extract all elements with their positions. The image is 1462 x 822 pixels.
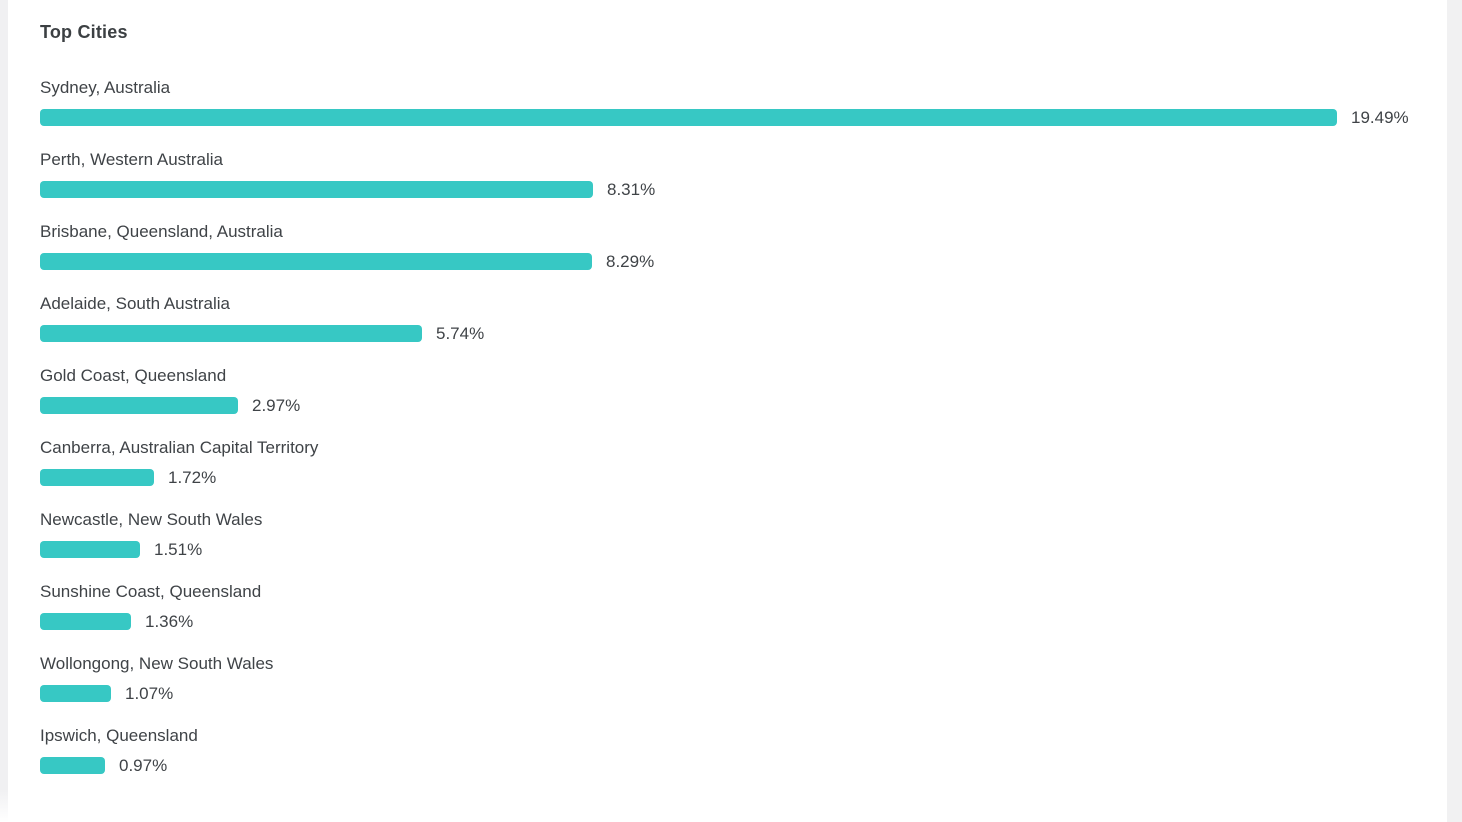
city-bar [40, 253, 592, 270]
city-row: Sydney, Australia 19.49% [40, 78, 1430, 126]
city-label: Wollongong, New South Wales [40, 654, 274, 673]
city-value-label: 8.29% [606, 252, 655, 271]
city-bar [40, 397, 238, 414]
city-row: Newcastle, New South Wales 1.51% [40, 510, 1430, 558]
city-bar [40, 541, 140, 558]
city-bar [40, 757, 105, 774]
city-bar [40, 469, 154, 486]
bar-line: 8.29% [40, 253, 1430, 270]
city-bar [40, 613, 131, 630]
bar-line: 5.74% [40, 325, 1430, 342]
page-edge-left [0, 0, 8, 822]
city-value-label: 1.36% [145, 612, 194, 631]
bar-line: 0.97% [40, 757, 1430, 774]
bar-line: 1.07% [40, 685, 1430, 702]
city-row: Wollongong, New South Wales 1.07% [40, 654, 1430, 702]
city-row: Brisbane, Queensland, Australia 8.29% [40, 222, 1430, 270]
city-label: Sunshine Coast, Queensland [40, 582, 262, 601]
city-row: Ipswich, Queensland 0.97% [40, 726, 1430, 774]
bar-line: 2.97% [40, 397, 1430, 414]
city-row: Canberra, Australian Capital Territory 1.… [40, 438, 1430, 486]
top-cities-card: Top Cities Sydney, Australia 19.49% Perth,… [40, 22, 1430, 798]
bar-line: 1.72% [40, 469, 1430, 486]
page-edge-right [1447, 0, 1462, 822]
city-row: Adelaide, South Australia 5.74% [40, 294, 1430, 342]
card-title: Top Cities [40, 22, 128, 42]
city-label: Sydney, Australia [40, 78, 171, 97]
bar-line: 1.36% [40, 613, 1430, 630]
city-label: Canberra, Australian Capital Territory [40, 438, 319, 457]
city-value-label: 1.07% [125, 684, 174, 703]
city-row: Gold Coast, Queensland 2.97% [40, 366, 1430, 414]
city-label: Perth, Western Australia [40, 150, 223, 169]
city-value-label: 1.51% [154, 540, 203, 559]
city-value-label: 2.97% [252, 396, 301, 415]
bar-line: 8.31% [40, 181, 1430, 198]
bar-line: 1.51% [40, 541, 1430, 558]
city-bar [40, 181, 593, 198]
city-value-label: 19.49% [1351, 108, 1409, 127]
bar-line: 19.49% [40, 109, 1430, 126]
city-label: Newcastle, New South Wales [40, 510, 263, 529]
city-label: Adelaide, South Australia [40, 294, 230, 313]
city-label: Gold Coast, Queensland [40, 366, 227, 385]
city-value-label: 1.72% [168, 468, 217, 487]
city-bar [40, 109, 1337, 126]
city-bar [40, 325, 422, 342]
city-row: Perth, Western Australia 8.31% [40, 150, 1430, 198]
city-label: Brisbane, Queensland, Australia [40, 222, 283, 241]
city-value-label: 5.74% [436, 324, 485, 343]
city-bar-list: Sydney, Australia 19.49% Perth, Western Au… [40, 78, 1430, 774]
city-value-label: 0.97% [119, 756, 168, 775]
city-label: Ipswich, Queensland [40, 726, 198, 745]
city-value-label: 8.31% [607, 180, 656, 199]
city-row: Sunshine Coast, Queensland 1.36% [40, 582, 1430, 630]
city-bar [40, 685, 111, 702]
